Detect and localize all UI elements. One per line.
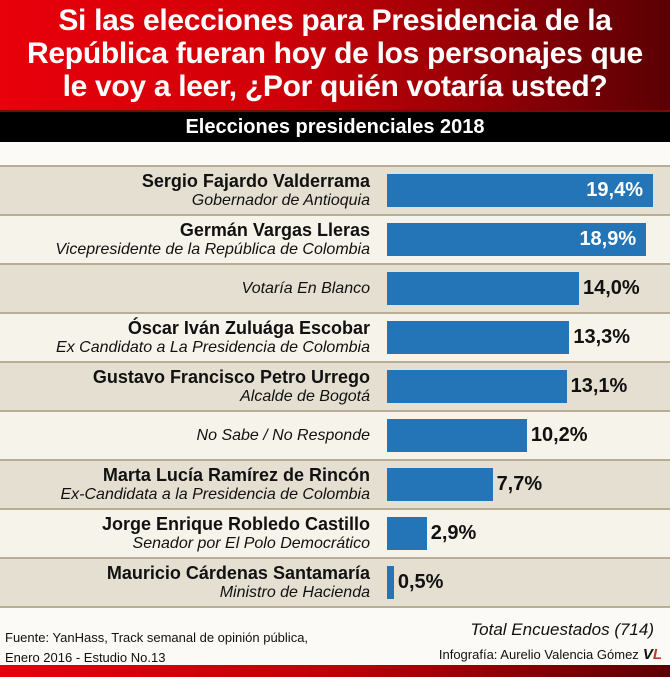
candidate-description: Senador por El Polo Democrático bbox=[132, 535, 370, 552]
candidate-name: Jorge Enrique Robledo Castillo bbox=[101, 514, 370, 534]
chart-row: Mauricio Cárdenas Santamaría Ministro de … bbox=[0, 557, 670, 608]
candidate-description: Vicepresidente de la República de Colomb… bbox=[55, 241, 370, 258]
category-label: Mauricio Cárdenas Santamaría Ministro de … bbox=[107, 559, 370, 606]
candidate-description: Ex Candidato a La Presidencia de Colombi… bbox=[56, 339, 370, 356]
candidate-name: Mauricio Cárdenas Santamaría bbox=[106, 563, 370, 583]
chart-row: Jorge Enrique Robledo Castillo Senador po… bbox=[0, 508, 670, 557]
bar bbox=[387, 419, 527, 452]
bar bbox=[387, 321, 570, 354]
value-label: 0,5% bbox=[397, 571, 444, 593]
bar bbox=[387, 272, 579, 305]
chart-row: No Sabe / No Responde 10,2% bbox=[0, 410, 670, 459]
value-label: 13,1% bbox=[570, 375, 628, 397]
title-line: República fueran hoy de los personajes q… bbox=[27, 37, 643, 70]
candidate-name: Óscar Iván Zuluága Escobar bbox=[127, 318, 370, 338]
candidate-description: Ex-Candidata a la Presidencia de Colombi… bbox=[60, 486, 370, 503]
chart-row: Óscar Iván Zuluága Escobar Ex Candidato a… bbox=[0, 312, 670, 361]
footer-bar bbox=[0, 665, 670, 677]
title-line: le voy a leer, ¿Por quién votaría usted? bbox=[62, 70, 608, 103]
category-label: Jorge Enrique Robledo Castillo Senador po… bbox=[102, 510, 370, 557]
chart-subtitle: Elecciones presidenciales 2018 bbox=[0, 112, 670, 142]
candidate-name: Germán Vargas Lleras bbox=[179, 220, 370, 240]
category-label: Marta Lucía Ramírez de Rincón Ex-Candidat… bbox=[60, 461, 370, 508]
category-label: Gustavo Francisco Petro Urrego Alcalde de… bbox=[93, 363, 370, 410]
chart-title: Si las elecciones para Presidencia de la… bbox=[0, 4, 670, 103]
category-label: Óscar Iván Zuluága Escobar Ex Candidato a… bbox=[56, 314, 370, 361]
source-line: Fuente: YanHass, Track semanal de opinió… bbox=[5, 630, 309, 645]
candidate-description: Alcalde de Bogotá bbox=[240, 388, 370, 405]
vl-logo-icon: VL bbox=[642, 646, 662, 663]
source-line: Enero 2016 - Estudio No.13 bbox=[5, 650, 166, 665]
credit: Infografía: Aurelio Valencia Gómez VL bbox=[439, 646, 662, 663]
bar-chart: Sergio Fajardo Valderrama Gobernador de A… bbox=[0, 165, 670, 608]
candidate-description: Votaría En Blanco bbox=[241, 280, 370, 297]
bar bbox=[387, 566, 394, 599]
candidate-description: Gobernador de Antioquia bbox=[191, 192, 370, 209]
candidate-description: Ministro de Hacienda bbox=[219, 584, 370, 601]
chart-row: Germán Vargas Lleras Vicepresidente de la… bbox=[0, 214, 670, 263]
chart-row: Votaría En Blanco 14,0% bbox=[0, 263, 670, 312]
source-note: Fuente: YanHass, Track semanal de opinió… bbox=[5, 628, 308, 668]
candidate-description: No Sabe / No Responde bbox=[196, 427, 370, 444]
bar bbox=[387, 174, 653, 207]
bar bbox=[387, 223, 647, 256]
candidate-name: Sergio Fajardo Valderrama bbox=[141, 171, 370, 191]
value-label: 18,9% bbox=[579, 228, 637, 250]
value-label: 13,3% bbox=[573, 326, 631, 348]
chart-row: Marta Lucía Ramírez de Rincón Ex-Candidat… bbox=[0, 459, 670, 508]
category-label: Germán Vargas Lleras Vicepresidente de la… bbox=[55, 216, 370, 263]
chart-row: Gustavo Francisco Petro Urrego Alcalde de… bbox=[0, 361, 670, 410]
bar bbox=[387, 468, 493, 501]
chart-row: Sergio Fajardo Valderrama Gobernador de A… bbox=[0, 165, 670, 214]
category-label: No Sabe / No Responde bbox=[197, 412, 370, 459]
category-label: Sergio Fajardo Valderrama Gobernador de A… bbox=[142, 167, 370, 214]
value-label: 2,9% bbox=[430, 522, 477, 544]
bar bbox=[387, 370, 567, 403]
category-label: Votaría En Blanco bbox=[242, 265, 370, 312]
header-banner: Si las elecciones para Presidencia de la… bbox=[0, 0, 670, 112]
title-line: Si las elecciones para Presidencia de la bbox=[58, 4, 612, 37]
value-label: 14,0% bbox=[582, 277, 640, 299]
candidate-name: Gustavo Francisco Petro Urrego bbox=[92, 367, 370, 387]
bar bbox=[387, 517, 427, 550]
candidate-name: Marta Lucía Ramírez de Rincón bbox=[102, 465, 370, 485]
credit-text: Infografía: Aurelio Valencia Gómez bbox=[438, 647, 639, 662]
value-label: 19,4% bbox=[586, 179, 643, 201]
value-label: 10,2% bbox=[530, 424, 588, 446]
value-label: 7,7% bbox=[496, 473, 543, 495]
total-respondents: Total Encuestados (714) bbox=[470, 620, 654, 639]
